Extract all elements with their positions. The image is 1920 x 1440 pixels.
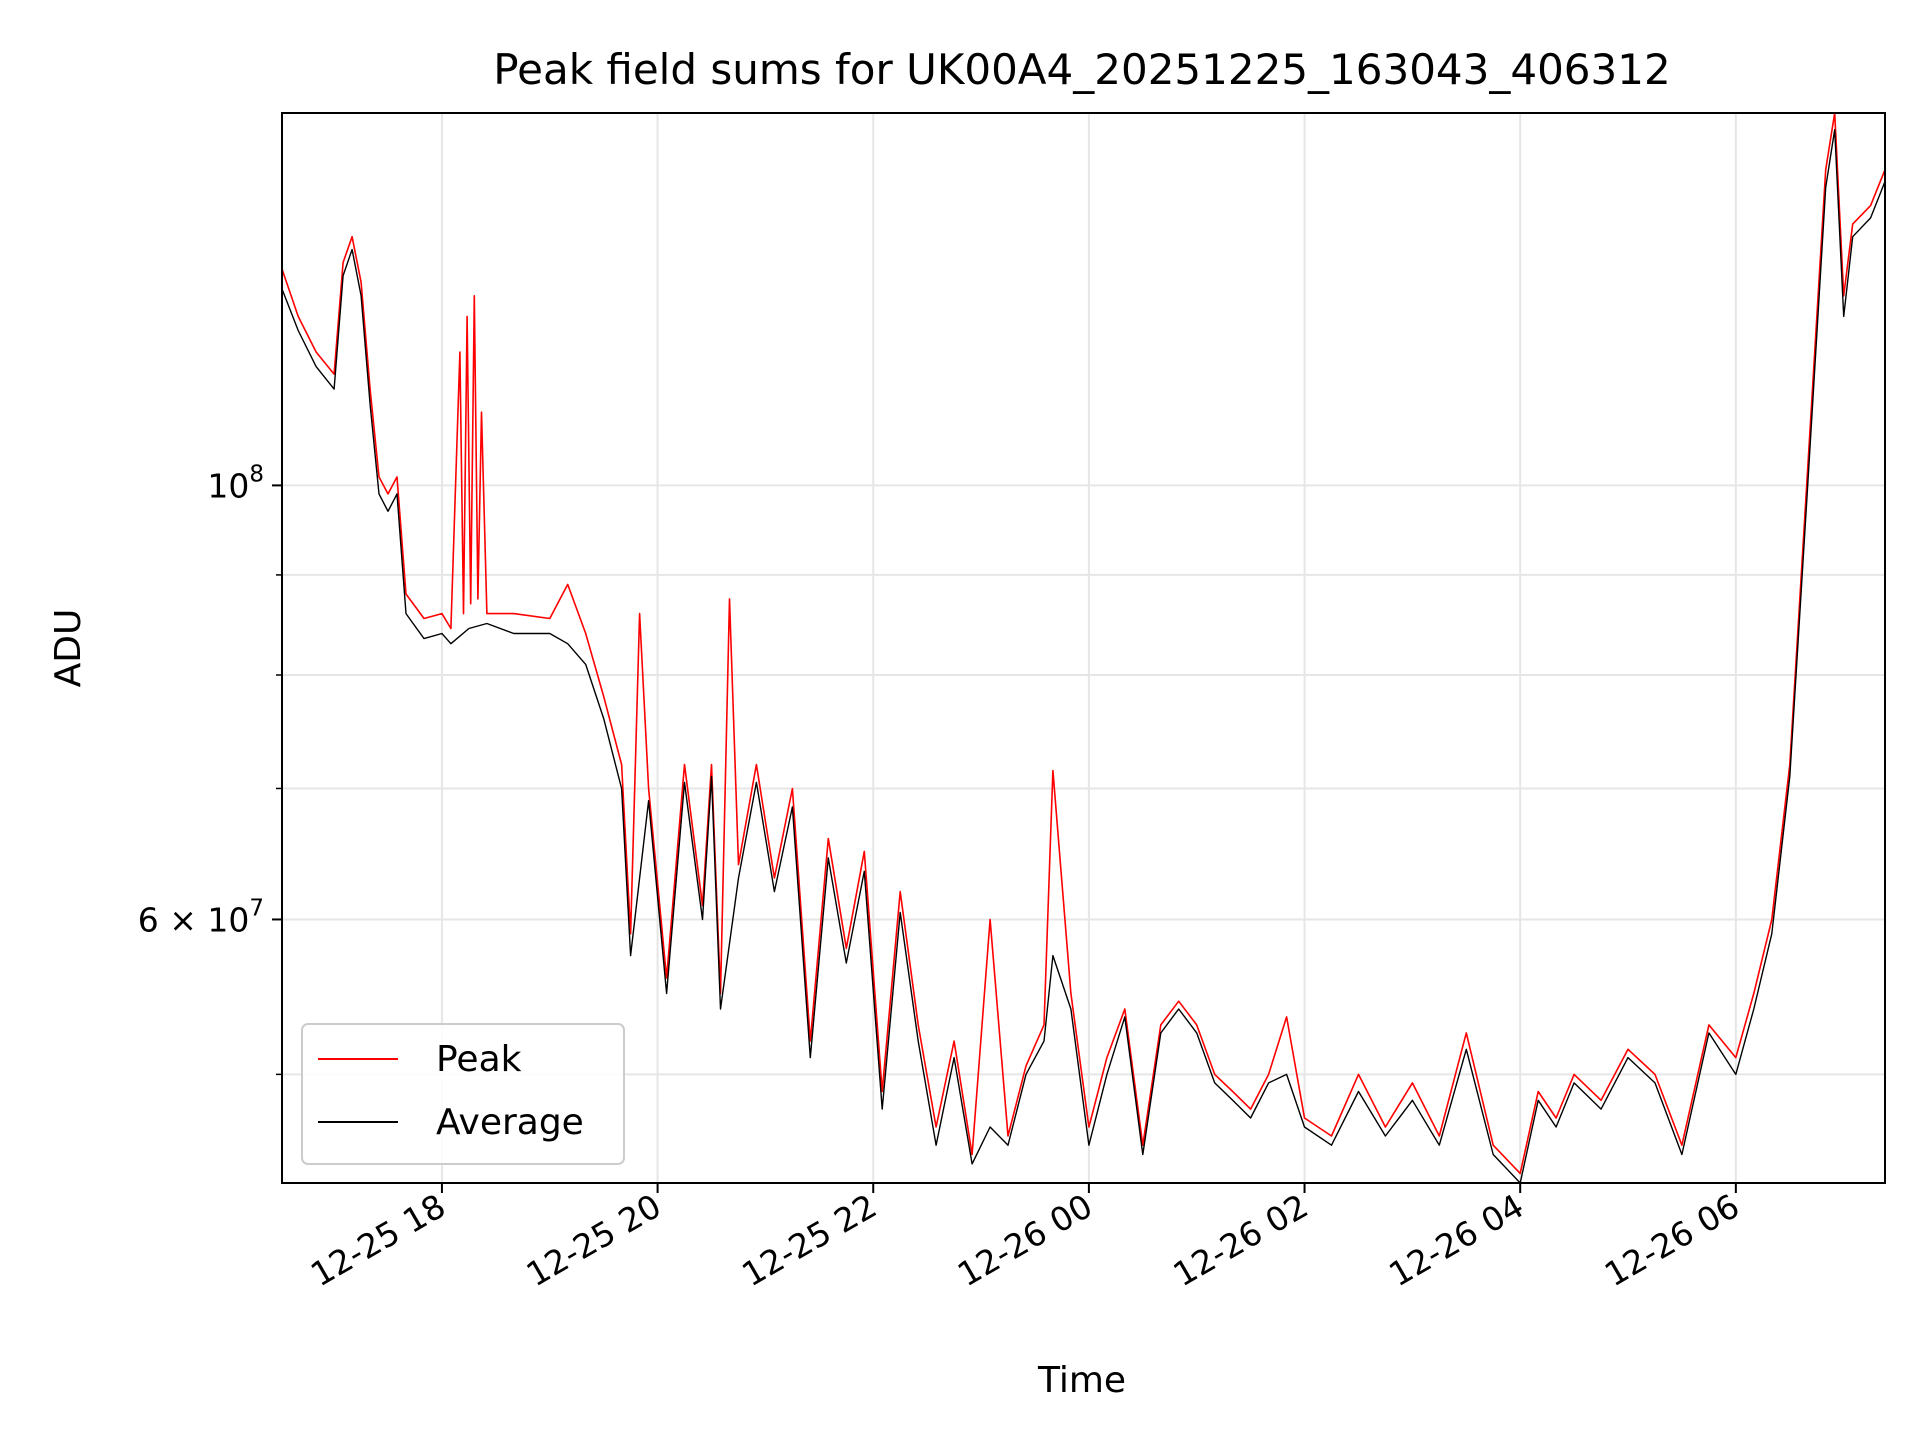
legend: Peak Average [301, 1023, 625, 1165]
y-tick-label: 108 [207, 461, 264, 505]
series-line-average [282, 128, 1885, 1183]
legend-label-average: Average [436, 1102, 584, 1143]
plot-frame [281, 112, 1886, 1184]
chart-title: Peak field sums for UK00A4_20251225_1630… [493, 45, 1670, 94]
y-axis-label: ADU [48, 609, 89, 688]
series-line-peak [282, 113, 1885, 1175]
y-axis-ticks: 108 6 × 107 [138, 461, 282, 1076]
y-tick-label: 6 × 107 [138, 895, 264, 939]
legend-label-peak: Peak [436, 1039, 522, 1080]
series-layer [282, 113, 1885, 1183]
x-axis-label: Time [1037, 1360, 1126, 1401]
grid [282, 113, 1885, 1183]
